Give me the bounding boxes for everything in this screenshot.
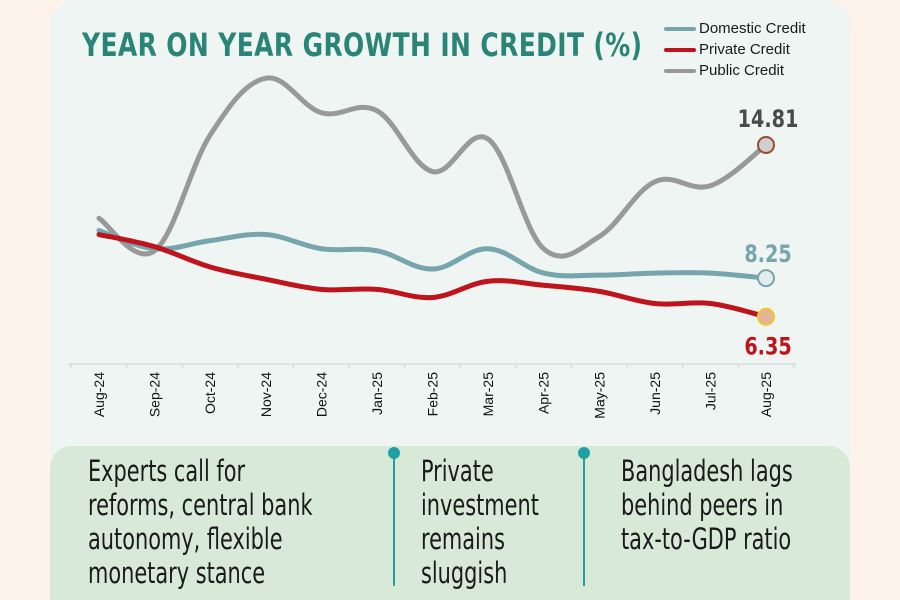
chart-title: YEAR ON YEAR GROWTH IN CREDIT (%) xyxy=(82,26,643,64)
x-tick-label: Aug-25 xyxy=(758,372,774,417)
x-tick-label: Oct-24 xyxy=(202,372,218,414)
note-line: Bangladesh lags xyxy=(621,454,793,488)
legend-label: Private Credit xyxy=(699,41,790,58)
note-line: monetary stance xyxy=(88,556,266,590)
end-marker-private xyxy=(757,307,775,326)
x-tick-label: Mar-25 xyxy=(480,372,496,417)
note-line: autonomy, flexible xyxy=(88,522,283,556)
note-line: behind peers in xyxy=(621,488,784,522)
legend-label: Domestic Credit xyxy=(699,20,806,37)
x-tick-label: Aug-24 xyxy=(91,372,107,417)
x-tick-label: May-25 xyxy=(591,372,607,419)
notes-panel xyxy=(50,446,850,600)
legend-swatch-domestic xyxy=(664,26,696,31)
x-tick-label: Nov-24 xyxy=(258,372,274,417)
x-tick-label: Dec-24 xyxy=(313,372,329,417)
note-tax-gdp: Bangladesh lags behind peers in tax-to-G… xyxy=(621,454,793,556)
note-line: Private xyxy=(421,454,494,488)
note-line: remains xyxy=(421,522,505,556)
legend-item-public: Public Credit xyxy=(664,60,806,81)
legend-item-domestic: Domestic Credit xyxy=(664,18,806,39)
legend: Domestic Credit Private Credit Public Cr… xyxy=(664,18,806,81)
divider-1 xyxy=(388,447,400,586)
legend-label: Public Credit xyxy=(699,62,785,79)
x-tick-label: Jul-25 xyxy=(702,372,718,410)
end-label-public: 14.81 xyxy=(738,106,799,134)
legend-swatch-private xyxy=(664,47,696,52)
note-experts: Experts call for reforms, central bank a… xyxy=(88,454,313,590)
x-tick-label: Sep-24 xyxy=(147,372,163,417)
legend-item-private: Private Credit xyxy=(664,39,806,60)
end-label-private: 6.35 xyxy=(744,334,791,362)
note-line: investment xyxy=(421,488,539,522)
divider-2 xyxy=(578,447,590,586)
note-line: tax-to-GDP ratio xyxy=(621,522,792,556)
note-line: sluggish xyxy=(421,556,508,590)
series-line-domestic xyxy=(96,227,769,281)
x-tick-label: Jun-25 xyxy=(647,372,663,415)
x-tick-label: Feb-25 xyxy=(425,372,441,417)
end-label-domestic: 8.25 xyxy=(744,241,791,269)
x-tick-label: Apr-25 xyxy=(536,372,552,414)
legend-swatch-public xyxy=(664,68,696,73)
note-private-investment: Private investment remains sluggish xyxy=(421,454,539,590)
note-line: reforms, central bank xyxy=(88,488,313,522)
end-marker-domestic xyxy=(757,269,775,288)
series-line-private xyxy=(96,232,769,320)
series-line-public xyxy=(96,75,769,259)
x-tick-label: Jan-25 xyxy=(369,372,385,415)
end-marker-public xyxy=(757,136,775,154)
note-line: Experts call for xyxy=(88,454,246,488)
